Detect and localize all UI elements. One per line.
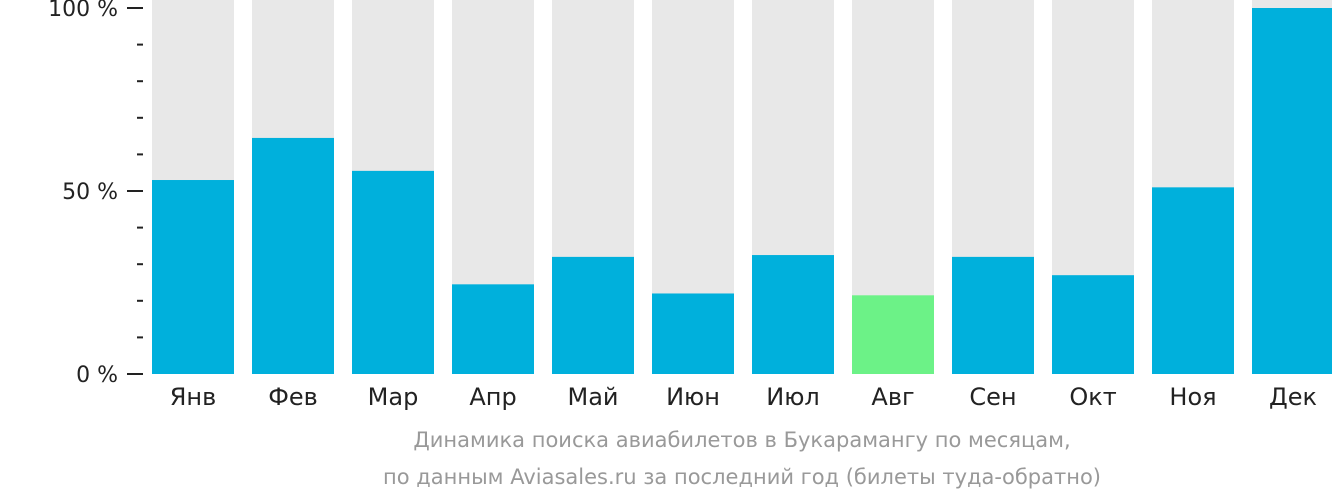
x-tick-label: Мар <box>368 383 419 411</box>
x-axis-labels: Янв Фев Мар Апр Май Июн Июл Авг Сен Окт Ноя Дек <box>170 383 1317 411</box>
chart-caption-line-1: Динамика поиска авиабилетов в Букараманг… <box>413 428 1071 452</box>
bar <box>352 170 434 374</box>
x-tick-label: Май <box>567 383 618 411</box>
y-tick-label: 50 % <box>62 180 118 205</box>
bar <box>152 180 234 374</box>
x-tick-label: Июл <box>766 383 820 411</box>
bar <box>1252 8 1332 374</box>
x-tick-label: Сен <box>969 383 1016 411</box>
bar <box>852 295 934 374</box>
y-tick-label: 100 % <box>48 0 118 22</box>
chart-caption-line-2: по данным Aviasales.ru за последний год … <box>383 465 1101 489</box>
x-tick-label: Фев <box>268 383 318 411</box>
y-axis: 0 % 50 % 100 % <box>48 0 143 388</box>
x-tick-label: Дек <box>1269 383 1317 411</box>
x-tick-label: Окт <box>1069 383 1116 411</box>
bar <box>252 137 334 374</box>
x-tick-label: Апр <box>469 383 516 411</box>
bar <box>1152 187 1234 374</box>
bar <box>1052 275 1134 374</box>
bar <box>552 256 634 374</box>
x-tick-label: Июн <box>666 383 720 411</box>
bar <box>452 284 534 374</box>
bars <box>152 8 1332 374</box>
x-tick-label: Ноя <box>1169 383 1216 411</box>
x-tick-label: Янв <box>170 383 217 411</box>
x-tick-label: Авг <box>871 383 914 411</box>
bar <box>752 255 834 374</box>
bar <box>652 293 734 374</box>
bar <box>952 256 1034 374</box>
y-tick-label: 0 % <box>76 363 118 388</box>
